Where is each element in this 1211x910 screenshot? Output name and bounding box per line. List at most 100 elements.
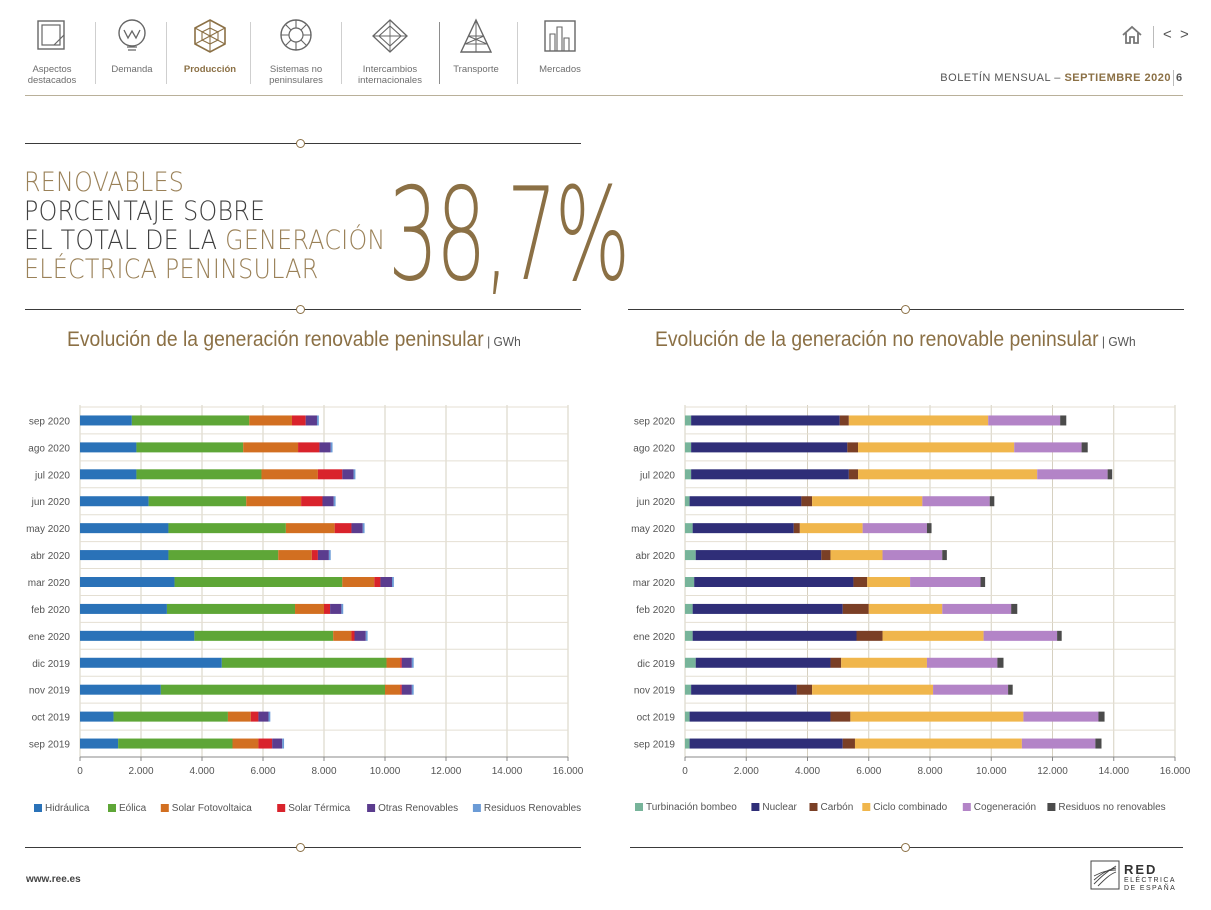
bar-segment: [330, 603, 342, 614]
y-category-label: ene 2020: [28, 632, 70, 643]
bar-segment: [316, 415, 319, 426]
bar-segment: [80, 415, 132, 426]
legend-swatch: [635, 803, 643, 811]
page-number: 6: [1176, 72, 1183, 84]
nav-demanda[interactable]: Demanda: [104, 18, 160, 90]
bar-segment: [261, 469, 318, 480]
bar-segment: [232, 738, 259, 749]
bar-segment: [689, 711, 831, 722]
nav-label: Producción: [183, 64, 237, 75]
bar-segment: [227, 711, 251, 722]
transmission-tower-icon: [459, 18, 493, 53]
footer-url[interactable]: www.ree.es: [26, 874, 81, 885]
bar-segment: [328, 550, 331, 561]
bar-segment: [685, 550, 696, 561]
nav-intercambios-internacionales[interactable]: Intercambios internacionales: [352, 18, 428, 90]
nav-aspectos-destacados[interactable]: Aspectos destacados: [22, 18, 82, 90]
legend-swatch: [160, 804, 169, 812]
prev-arrow-icon[interactable]: <: [1163, 26, 1172, 43]
nav-label: Demanda: [111, 64, 153, 75]
bar-segment: [258, 738, 273, 749]
bar-segment: [324, 603, 331, 614]
bar-segment: [278, 550, 312, 561]
bar-segment: [812, 496, 923, 507]
home-icon[interactable]: [1121, 25, 1143, 45]
bar-segment: [867, 577, 911, 587]
bar-segment: [692, 603, 843, 614]
bar-segment: [980, 577, 986, 587]
legend-swatch: [1047, 803, 1056, 811]
bar-segment: [685, 469, 692, 480]
bar-segment: [933, 684, 1009, 695]
bar-segment: [80, 442, 137, 453]
y-category-label: abr 2020: [636, 551, 676, 562]
bar-segment: [926, 657, 998, 668]
header-separator: [1153, 26, 1154, 48]
bar-segment: [174, 577, 343, 587]
y-category-label: dic 2019: [637, 659, 675, 670]
chart-no-renovable: 0 2.000 4.000 6.000 8.000 10.000 12.000 14.000 1…: [631, 405, 1191, 813]
bar-segment: [113, 711, 228, 722]
y-category-label: sep 2020: [29, 416, 71, 427]
legend-swatch: [472, 804, 481, 812]
bar-segment: [1098, 711, 1105, 722]
bar-segment: [374, 577, 381, 587]
x-tick-label: 10.000: [976, 766, 1007, 777]
bar-segment: [80, 684, 161, 695]
bar-segment: [685, 738, 690, 749]
y-category-label: ago 2020: [633, 443, 675, 454]
bar-segment: [685, 711, 690, 722]
x-tick-label: 0: [77, 766, 83, 777]
y-category-label: nov 2019: [634, 686, 676, 697]
nav-label-line2: destacados: [27, 75, 77, 86]
bar-segment: [922, 496, 990, 507]
bar-segment: [812, 684, 934, 695]
bar-segment: [282, 738, 285, 749]
bar-segment: [862, 523, 927, 534]
y-category-label: ago 2020: [28, 443, 70, 454]
x-tick-label: 12.000: [431, 766, 462, 777]
bar-segment: [168, 550, 279, 561]
ree-logo-icon: [1090, 860, 1120, 890]
bar-segment: [1057, 630, 1062, 641]
nav-mercados[interactable]: Mercados: [528, 18, 592, 90]
logo-line2: ELÉCTRICA: [1124, 877, 1176, 884]
bar-segment: [689, 496, 802, 507]
y-category-label: sep 2019: [634, 740, 676, 751]
nav-label-line1: Intercambios: [362, 64, 418, 75]
bar-segment: [793, 523, 800, 534]
bar-segment: [365, 630, 368, 641]
bar-segment: [691, 415, 840, 426]
bar-segment: [868, 603, 943, 614]
nav-produccion[interactable]: Producción: [178, 18, 242, 90]
bar-segment: [246, 496, 302, 507]
y-category-label: nov 2019: [29, 686, 71, 697]
y-category-label: ene 2020: [633, 632, 675, 643]
bar-segment: [168, 523, 286, 534]
document-icon: [37, 20, 65, 50]
next-arrow-icon[interactable]: >: [1180, 26, 1189, 43]
bar-segment: [401, 657, 412, 668]
chart-title-no-renovable: Evolución de la generación no renovable …: [655, 328, 1136, 351]
wheel-icon: [280, 19, 312, 51]
nav-transporte[interactable]: Transporte: [446, 18, 506, 90]
bar-segment: [380, 577, 393, 587]
x-tick-label: 10.000: [370, 766, 401, 777]
bar-segment: [910, 577, 981, 587]
y-category-label: abr 2020: [31, 551, 71, 562]
legend-swatch: [34, 804, 42, 812]
y-category-label: may 2020: [631, 524, 675, 535]
bar-segment: [80, 550, 169, 561]
bar-segment: [830, 711, 851, 722]
bar-segment: [882, 630, 984, 641]
bar-segment: [351, 630, 355, 641]
bar-segment: [1037, 469, 1108, 480]
bar-segment: [80, 523, 169, 534]
bar-segment: [392, 577, 394, 587]
logo-name: RED: [1124, 862, 1158, 877]
bar-segment: [80, 469, 137, 480]
bar-segment: [148, 496, 247, 507]
nav-sistemas-no-peninsulares[interactable]: Sistemas no peninsulares: [260, 18, 332, 90]
x-tick-label: 12.000: [1037, 766, 1068, 777]
x-tick-label: 16.000: [1160, 766, 1191, 777]
